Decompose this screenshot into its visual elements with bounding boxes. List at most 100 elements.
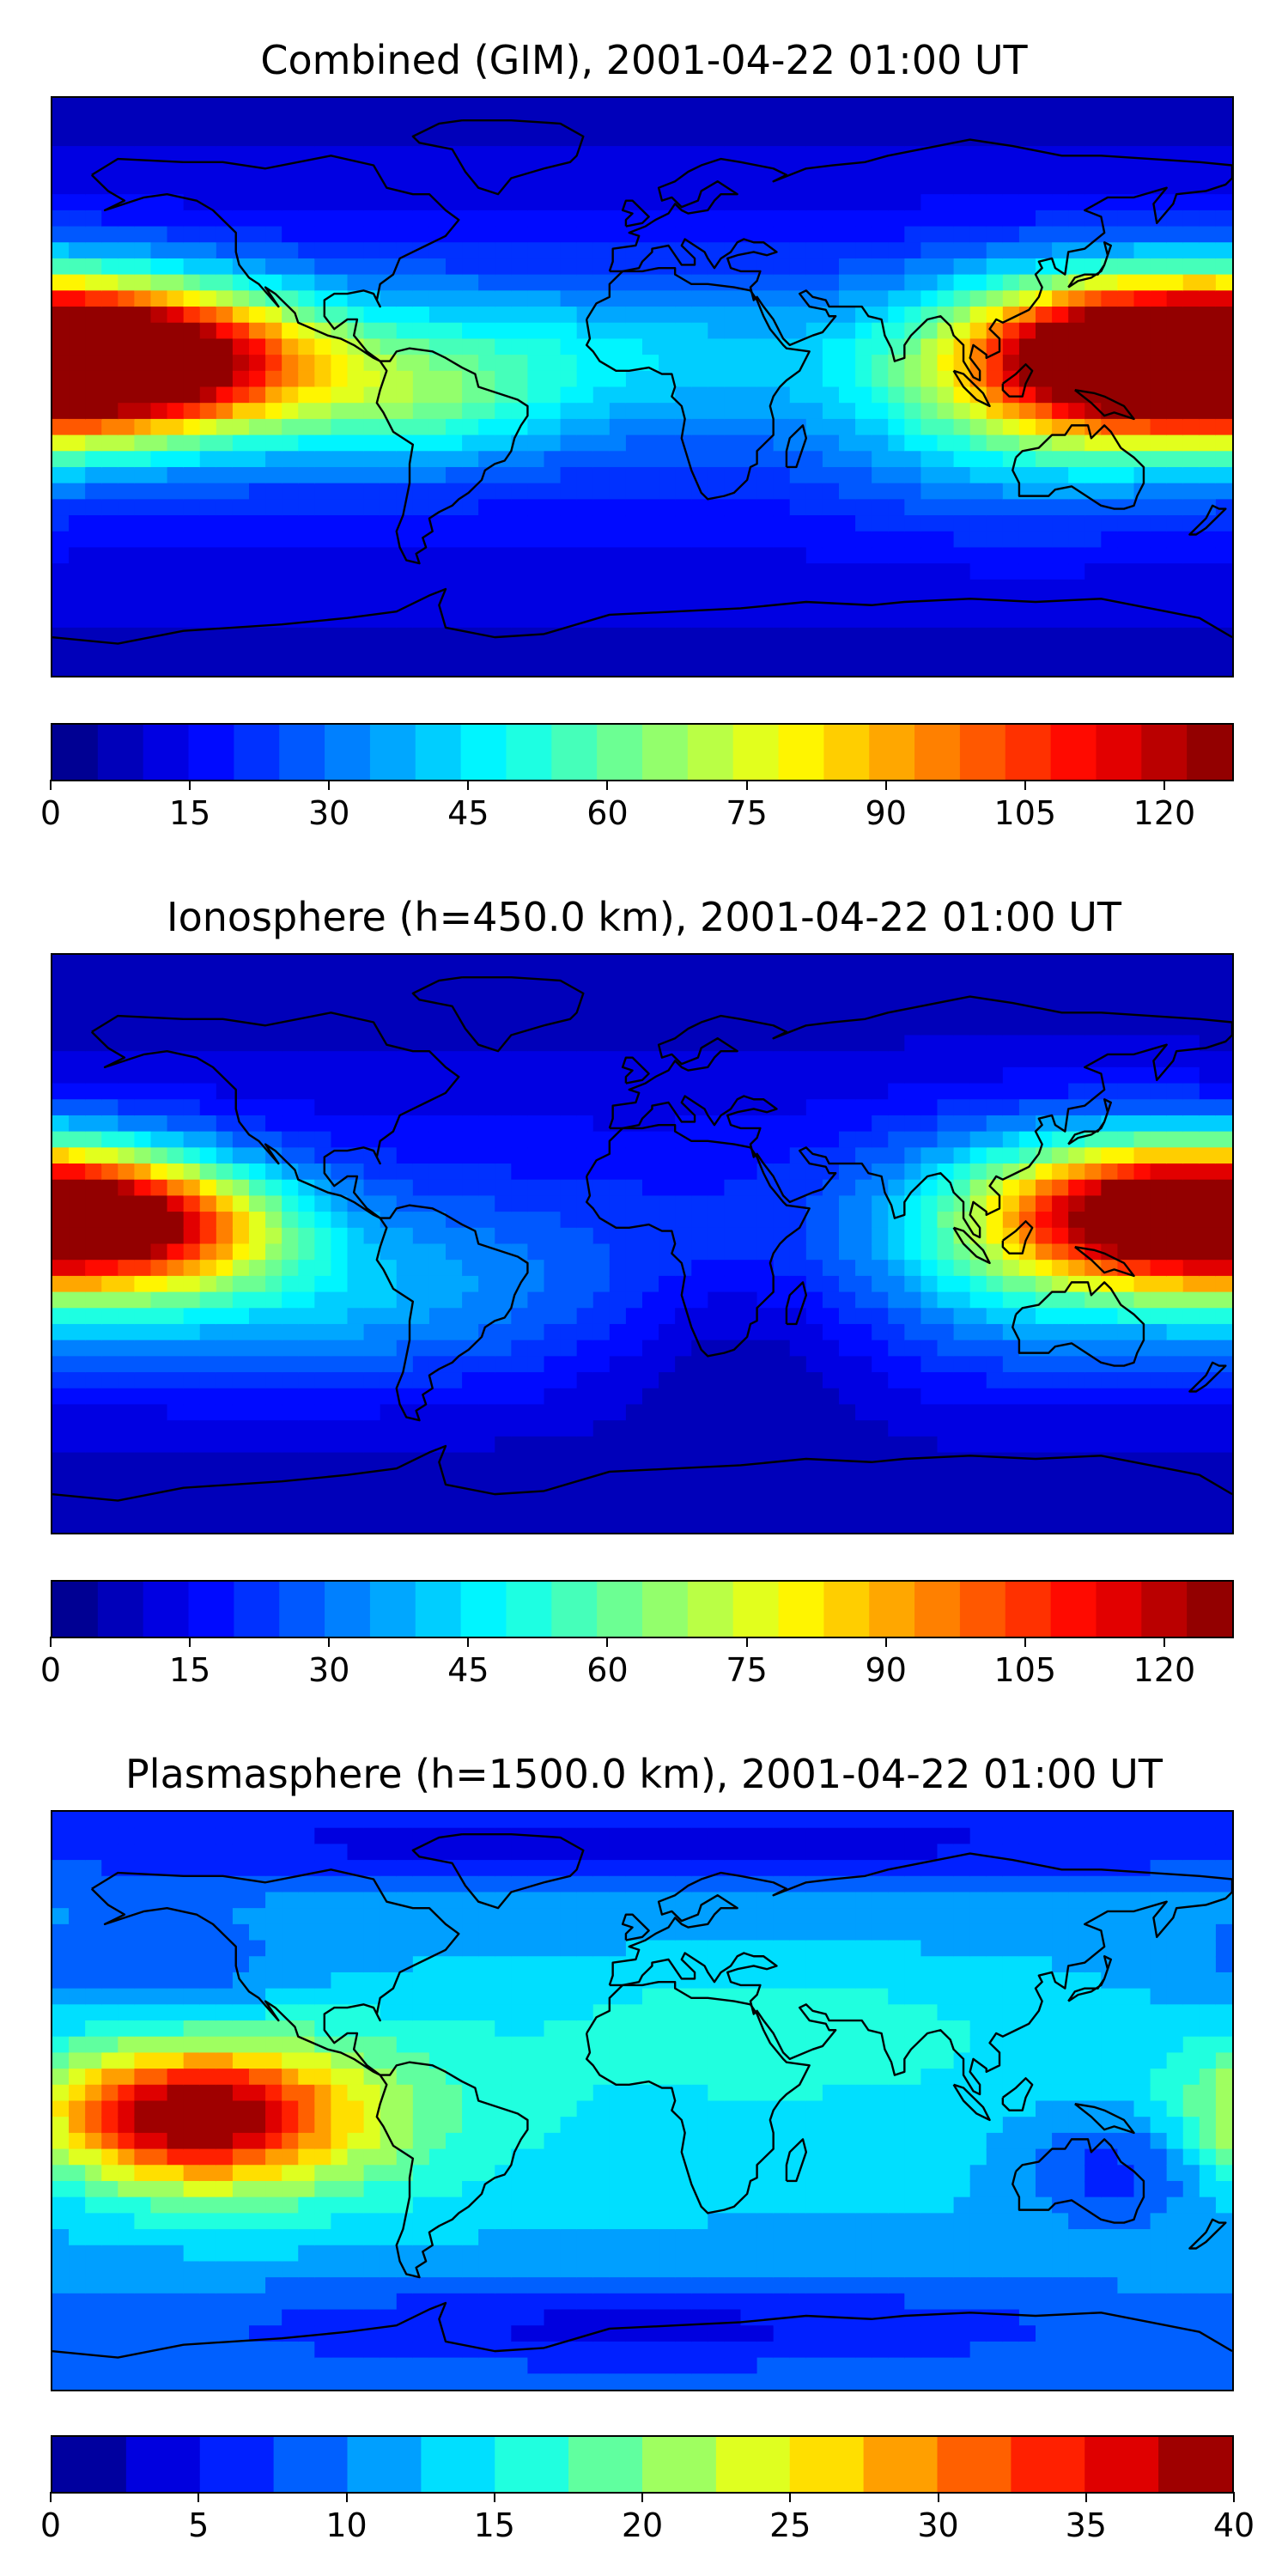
colorbar-tick-label: 30 — [917, 2506, 959, 2544]
colorbar-combined-swatches — [52, 725, 1232, 780]
tec-field-combined — [52, 98, 1232, 676]
colorbar-level — [1084, 2437, 1160, 2492]
colorbar-level — [1005, 725, 1052, 780]
colorbar-tick-label: 0 — [39, 1651, 62, 1689]
colorbar-tick-label: 45 — [447, 794, 489, 832]
colorbar-combined — [51, 723, 1234, 781]
colorbar-tick — [189, 780, 191, 790]
colorbar-level — [460, 725, 507, 780]
colorbar-tick — [937, 2492, 939, 2502]
colorbar-level — [143, 725, 190, 780]
colorbar-tick-label: 60 — [586, 1651, 629, 1689]
colorbar-level — [52, 2437, 128, 2492]
colorbar-tick — [745, 1637, 748, 1647]
colorbar-tick — [789, 2492, 792, 2502]
coastlines-combined — [52, 120, 1232, 643]
colorbar-tick — [1084, 2492, 1087, 2502]
colorbar-level — [421, 2437, 496, 2492]
colorbar-level — [1187, 1582, 1232, 1637]
colorbar-tick-label: 120 — [1133, 794, 1196, 832]
colorbar-level — [914, 1582, 961, 1637]
colorbar-level — [97, 1582, 144, 1637]
tec-field-ionosphere — [52, 955, 1232, 1533]
colorbar-level — [642, 725, 689, 780]
colorbar-tick-label: 75 — [726, 1651, 768, 1689]
colorbar-ionosphere-swatches — [52, 1582, 1232, 1637]
colorbar-level — [687, 1582, 734, 1637]
colorbar-level — [506, 725, 553, 780]
colorbar-level — [715, 2437, 792, 2492]
colorbar-level — [732, 725, 780, 780]
colorbar-level — [823, 1582, 871, 1637]
colorbar-tick — [50, 2492, 52, 2502]
colorbar-level — [415, 1582, 462, 1637]
colorbar-tick — [884, 780, 887, 790]
colorbar-level — [642, 2437, 718, 2492]
colorbar-level — [959, 1582, 1006, 1637]
colorbar-level — [778, 725, 825, 780]
colorbar-tick-label: 0 — [39, 794, 62, 832]
tec-map-ionosphere — [52, 955, 1232, 1533]
colorbar-level — [369, 1582, 416, 1637]
colorbar-level — [937, 2437, 1013, 2492]
map-plasmasphere — [51, 1810, 1234, 2391]
colorbar-level — [1096, 1582, 1143, 1637]
colorbar-level — [1158, 2437, 1232, 2492]
colorbar-level — [1050, 725, 1097, 780]
colorbar-ionosphere — [51, 1580, 1234, 1638]
colorbar-tick-label: 75 — [726, 794, 768, 832]
colorbar-tick — [50, 780, 52, 790]
colorbar-level — [732, 1582, 780, 1637]
colorbar-tick — [606, 1637, 609, 1647]
colorbar-tick — [467, 1637, 470, 1647]
colorbar-level — [1141, 1582, 1188, 1637]
colorbar-tick-label: 25 — [769, 2506, 811, 2544]
map-ionosphere — [51, 953, 1234, 1534]
colorbar-level — [914, 725, 961, 780]
colorbar-level — [273, 2437, 349, 2492]
colorbar-level — [188, 725, 235, 780]
colorbar-level — [869, 725, 916, 780]
colorbar-level — [325, 725, 371, 780]
colorbar-level — [460, 1582, 507, 1637]
colorbar-level — [789, 2437, 866, 2492]
colorbar-tick-label: 15 — [168, 1651, 211, 1689]
colorbar-level — [778, 1582, 825, 1637]
colorbar-level — [687, 725, 734, 780]
colorbar-level — [863, 2437, 939, 2492]
colorbar-tick-label: 10 — [325, 2506, 368, 2544]
colorbar-tick — [606, 780, 609, 790]
colorbar-ticks-combined: 0 15 30 45 60 75 90 105 120 — [40, 780, 1234, 840]
coastlines-ionosphere — [52, 977, 1232, 1500]
colorbar-level — [1005, 1582, 1052, 1637]
colorbar-tick-label: 5 — [188, 2506, 210, 2544]
map-title-plasmasphere: Plasmasphere (h=1500.0 km), 2001-04-22 0… — [125, 1751, 1163, 1797]
colorbar-level — [347, 2437, 423, 2492]
colorbar-level — [1187, 725, 1232, 780]
colorbar-level — [1011, 2437, 1086, 2492]
colorbar-level — [597, 725, 644, 780]
colorbar-tick-label: 15 — [473, 2506, 515, 2544]
colorbar-tick-label: 30 — [308, 1651, 350, 1689]
map-title-combined: Combined (GIM), 2001-04-22 01:00 UT — [260, 37, 1028, 83]
colorbar-tick-label: 30 — [308, 794, 350, 832]
colorbar-tick — [345, 2492, 348, 2502]
colorbar-tick — [1024, 780, 1026, 790]
colorbar-level — [1096, 725, 1143, 780]
colorbar-level — [1050, 1582, 1097, 1637]
colorbar-tick-label: 60 — [586, 794, 629, 832]
colorbar-tick-label: 35 — [1065, 2506, 1107, 2544]
colorbar-tick — [1163, 780, 1165, 790]
colorbar-level — [506, 1582, 553, 1637]
tec-field-plasmasphere — [52, 1812, 1232, 2390]
colorbar-level — [642, 1582, 689, 1637]
colorbar-level — [52, 725, 99, 780]
colorbar-ticks-plasmasphere: 0 5 10 15 20 25 30 35 40 — [40, 2492, 1255, 2552]
colorbar-tick — [1163, 1637, 1165, 1647]
colorbar-tick-label: 105 — [993, 794, 1057, 832]
colorbar-level — [199, 2437, 276, 2492]
colorbar-level — [234, 725, 281, 780]
colorbar-tick-label: 20 — [621, 2506, 664, 2544]
colorbar-level — [597, 1582, 644, 1637]
colorbar-tick — [328, 780, 331, 790]
